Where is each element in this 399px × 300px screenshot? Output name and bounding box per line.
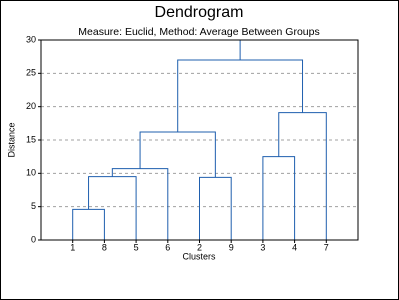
y-tick-label: 25: [26, 68, 36, 78]
x-tick-label: 2: [197, 242, 202, 252]
x-tick-label: 5: [134, 242, 139, 252]
x-tick-label: 8: [102, 242, 107, 252]
chart-subtitle: Measure: Euclid, Method: Average Between…: [78, 26, 319, 38]
y-tick-label: 20: [26, 101, 36, 111]
y-tick-label: 15: [26, 134, 36, 144]
x-tick-label: 1: [70, 242, 75, 252]
y-tick-label: 30: [26, 34, 36, 44]
x-tick-label: 9: [229, 242, 234, 252]
x-axis-label: Clusters: [182, 251, 216, 261]
dendrogram-link: [262, 156, 296, 240]
chart-title: Dendrogram: [155, 4, 244, 21]
plot-frame: [40, 39, 359, 241]
x-tick-label: 7: [324, 242, 329, 252]
y-tick-label: 5: [31, 201, 36, 211]
y-axis-label: Distance: [6, 122, 16, 157]
y-tick-label: 10: [26, 168, 36, 178]
y-tick-label: 0: [31, 234, 36, 244]
x-tick-label: 3: [260, 242, 265, 252]
x-tick-label: 6: [165, 242, 170, 252]
dendrogram-link: [278, 112, 327, 240]
x-tick-label: 4: [292, 242, 297, 252]
dendrogram-link: [88, 176, 137, 240]
dendrogram-link: [111, 168, 169, 240]
